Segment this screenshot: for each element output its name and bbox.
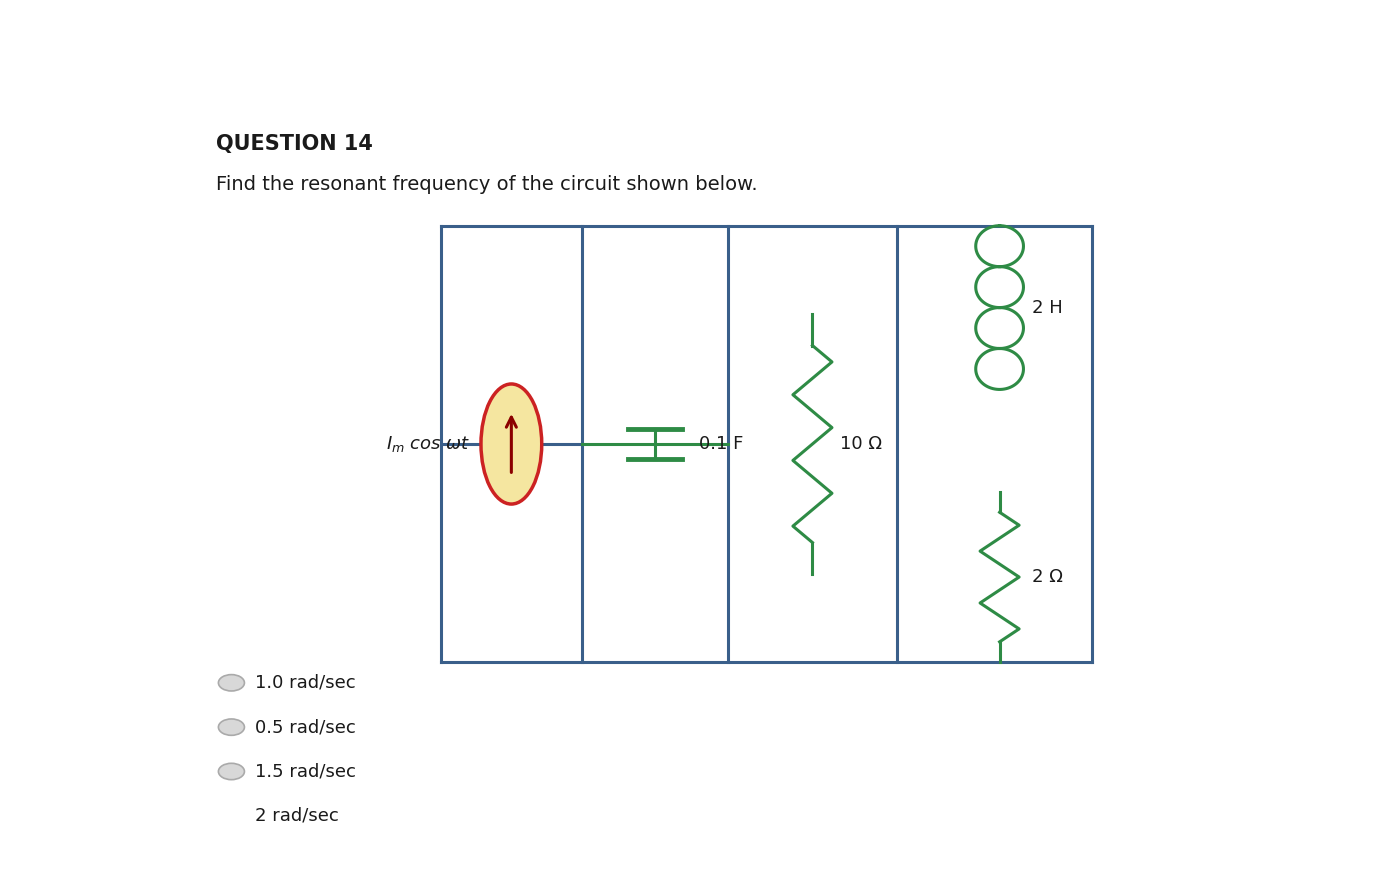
- Text: 2 Ω: 2 Ω: [1032, 568, 1063, 586]
- Text: Find the resonant frequency of the circuit shown below.: Find the resonant frequency of the circu…: [216, 175, 757, 194]
- Text: 0.5 rad/sec: 0.5 rad/sec: [255, 719, 356, 736]
- Text: 1.5 rad/sec: 1.5 rad/sec: [255, 763, 356, 781]
- Text: 10 Ω: 10 Ω: [840, 435, 882, 453]
- Circle shape: [218, 764, 245, 780]
- Circle shape: [218, 808, 245, 824]
- Circle shape: [218, 719, 245, 735]
- Text: QUESTION 14: QUESTION 14: [216, 134, 374, 154]
- Text: 0.1 F: 0.1 F: [699, 435, 743, 453]
- Text: 2 rad/sec: 2 rad/sec: [255, 807, 339, 825]
- Circle shape: [218, 674, 245, 691]
- Text: $I_m$ cos $\omega t$: $I_m$ cos $\omega t$: [385, 434, 470, 454]
- Text: 1.0 rad/sec: 1.0 rad/sec: [255, 673, 356, 692]
- Ellipse shape: [482, 384, 542, 504]
- Text: 2 H: 2 H: [1032, 299, 1063, 316]
